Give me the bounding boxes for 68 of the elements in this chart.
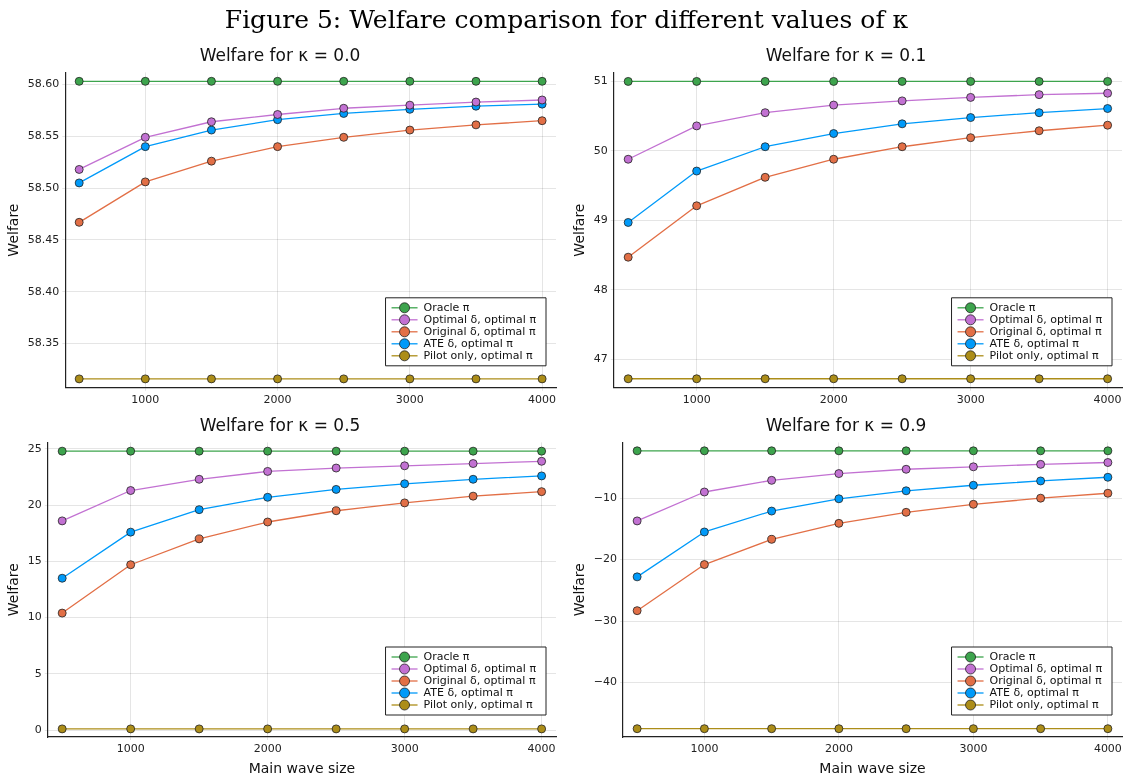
x-axis-title: Main wave size bbox=[819, 760, 926, 777]
x-axis-title: Main wave size bbox=[248, 760, 356, 777]
legend-label: Oracle π bbox=[423, 650, 470, 664]
y-tick-label: 20 bbox=[27, 498, 42, 511]
x-tick-label: 4000 bbox=[1093, 393, 1122, 407]
x-tick-label: 1000 bbox=[131, 393, 160, 407]
y-tick-label: 58.45 bbox=[27, 232, 60, 246]
x-tick-label: 2000 bbox=[263, 393, 292, 407]
legend-label: Oracle π bbox=[989, 650, 1036, 664]
x-tick-label: 3000 bbox=[395, 393, 424, 407]
y-tick-label: 0 bbox=[34, 722, 42, 736]
y-tick-label: 58.35 bbox=[27, 336, 60, 350]
x-tick-label: 4000 bbox=[527, 742, 556, 756]
chart-title: Welfare for κ = 0.1 bbox=[765, 44, 927, 65]
legend-label: ATE δ, optimal π bbox=[423, 337, 514, 351]
y-tick-label: 50 bbox=[593, 143, 608, 157]
y-tick-label: 25 bbox=[27, 441, 42, 455]
y-tick-label: 58.50 bbox=[27, 180, 60, 194]
y-tick-label: 10 bbox=[27, 610, 42, 624]
legend-label: Optimal δ, optimal π bbox=[423, 662, 537, 676]
y-tick-label: 49 bbox=[593, 213, 608, 227]
x-tick-label: 4000 bbox=[528, 393, 557, 407]
x-tick-label: 1000 bbox=[690, 742, 719, 756]
chart-title: Welfare for κ = 0.0 bbox=[199, 44, 361, 65]
y-tick-label: 58.55 bbox=[27, 129, 60, 143]
legend-label: Optimal δ, optimal π bbox=[423, 313, 537, 327]
x-tick-label: 2000 bbox=[819, 393, 848, 407]
x-tick-label: 1000 bbox=[682, 393, 711, 407]
y-tick-label: 51 bbox=[593, 74, 608, 88]
caption: Figure 5: Welfare comparison for different values of κ bbox=[223, 4, 910, 36]
y-tick-label: 5 bbox=[34, 666, 42, 680]
x-tick-label: 3000 bbox=[956, 393, 985, 407]
y-tick-label: −10 bbox=[593, 491, 618, 505]
legend-label: Pilot only, optimal π bbox=[989, 698, 1099, 712]
x-tick-label: 3000 bbox=[390, 742, 419, 756]
y-tick-label: −20 bbox=[593, 552, 618, 566]
legend-label: Oracle π bbox=[423, 301, 470, 315]
y-axis-title: Welfare bbox=[5, 203, 22, 257]
x-tick-label: 1000 bbox=[116, 742, 145, 756]
legend-label: ATE δ, optimal π bbox=[423, 686, 514, 700]
legend-label: Original δ, optimal π bbox=[423, 674, 536, 688]
legend-label: Pilot only, optimal π bbox=[423, 349, 533, 363]
y-tick-label: 48 bbox=[593, 282, 608, 296]
y-tick-label: 58.60 bbox=[27, 77, 60, 91]
chart-title: Welfare for κ = 0.9 bbox=[765, 414, 927, 435]
legend-label: Pilot only, optimal π bbox=[989, 349, 1099, 363]
legend-label: Optimal δ, optimal π bbox=[989, 313, 1103, 327]
x-tick-label: 3000 bbox=[959, 742, 988, 756]
legend-label: Original δ, optimal π bbox=[423, 325, 536, 339]
y-axis-title: Welfare bbox=[571, 203, 588, 257]
legend-label: Pilot only, optimal π bbox=[423, 698, 533, 712]
y-tick-label: −40 bbox=[593, 675, 618, 689]
x-tick-label: 2000 bbox=[824, 742, 853, 756]
y-tick-label: 15 bbox=[27, 554, 42, 568]
legend-label: Optimal δ, optimal π bbox=[989, 662, 1103, 676]
legend-label: ATE δ, optimal π bbox=[989, 686, 1080, 700]
y-axis-title: Welfare bbox=[5, 563, 22, 617]
chart-title: Welfare for κ = 0.5 bbox=[199, 414, 361, 435]
legend-label: ATE δ, optimal π bbox=[989, 337, 1080, 351]
y-tick-label: 58.40 bbox=[27, 284, 60, 298]
x-tick-label: 2000 bbox=[253, 742, 282, 756]
legend-label: Oracle π bbox=[989, 301, 1036, 315]
legend-label: Original δ, optimal π bbox=[989, 674, 1102, 688]
y-axis-title: Welfare bbox=[571, 563, 588, 617]
y-tick-label: −30 bbox=[593, 613, 618, 627]
y-tick-label: 47 bbox=[593, 352, 608, 366]
legend-label: Original δ, optimal π bbox=[989, 325, 1102, 339]
x-tick-label: 4000 bbox=[1093, 742, 1122, 756]
